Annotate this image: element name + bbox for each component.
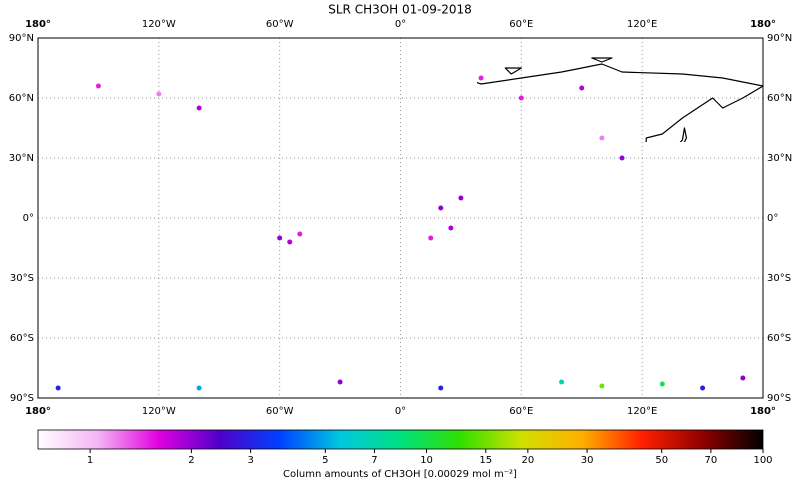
colorbar-tick-label: 20 <box>521 455 534 466</box>
lon-tick-label: 120°E <box>627 19 657 30</box>
data-point <box>287 239 293 245</box>
data-point <box>599 383 605 389</box>
islands <box>388 102 759 310</box>
lat-tick-label: 0° <box>767 213 778 224</box>
eurasia <box>382 64 763 216</box>
lat-tick-label: 30°N <box>767 153 792 164</box>
lon-tick-label: 120°W <box>142 406 176 417</box>
colorbar-tick-label: 50 <box>655 455 668 466</box>
colorbar-tick-label: 70 <box>705 455 718 466</box>
lon-tick-label: 180° <box>25 19 51 30</box>
data-point <box>559 379 565 385</box>
lat-tick-label: 90°S <box>767 393 791 404</box>
data-point <box>700 385 706 391</box>
data-point <box>619 155 625 161</box>
data-point <box>740 375 746 381</box>
colorbar-tick-label: 15 <box>479 455 492 466</box>
data-point <box>438 385 444 391</box>
lat-tick-label: 60°S <box>10 333 34 344</box>
lon-tick-label: 0° <box>395 406 406 417</box>
data-point <box>196 385 202 391</box>
antarctica <box>38 344 763 376</box>
colorbar-tick-label: 10 <box>420 455 433 466</box>
africa <box>366 144 503 288</box>
data-point <box>156 91 162 97</box>
map-title: SLR CH3OH 01-09-2018 <box>328 3 472 17</box>
lon-tick-label: 180° <box>25 406 51 417</box>
north-america <box>68 74 279 202</box>
colorbar <box>37 429 764 450</box>
lat-tick-label: 60°N <box>767 93 792 104</box>
lon-tick-label: 60°W <box>266 19 294 30</box>
colorbar-tick-label: 2 <box>188 455 194 466</box>
south-america <box>237 198 330 328</box>
lon-tick-label: 120°E <box>627 406 657 417</box>
lon-tick-label: 180° <box>750 406 776 417</box>
colorbar-tick-label: 7 <box>371 455 377 466</box>
data-point <box>518 95 524 101</box>
data-point <box>599 135 605 141</box>
data-point <box>659 381 665 387</box>
lat-tick-label: 30°S <box>10 273 34 284</box>
data-point <box>428 235 434 241</box>
data-point <box>448 225 454 231</box>
lon-tick-label: 60°W <box>266 406 294 417</box>
arctic-islands <box>159 58 612 74</box>
lat-tick-label: 90°N <box>9 33 34 44</box>
colorbar-tick-label: 1 <box>87 455 93 466</box>
lat-tick-label: 60°S <box>767 333 791 344</box>
colorbar-tick-label: 3 <box>247 455 253 466</box>
greenland <box>255 52 360 98</box>
data-point <box>478 75 484 81</box>
colorbar-tick-label: 30 <box>581 455 594 466</box>
data-point <box>337 379 343 385</box>
lat-tick-label: 30°S <box>767 273 791 284</box>
data-point <box>438 205 444 211</box>
data-point <box>196 105 202 111</box>
lat-tick-label: 60°N <box>9 93 34 104</box>
data-point <box>579 85 585 91</box>
colorbar-tick-label: 100 <box>753 455 772 466</box>
lat-tick-label: 0° <box>23 213 34 224</box>
data-point <box>55 385 61 391</box>
lat-tick-label: 90°S <box>10 393 34 404</box>
lon-tick-label: 180° <box>750 19 776 30</box>
colorbar-tick-label: 5 <box>322 455 328 466</box>
data-point <box>277 235 283 241</box>
data-point <box>95 83 101 89</box>
lon-tick-label: 120°W <box>142 19 176 30</box>
colorbar-label: Column amounts of CH3OH [0.00029 mol m⁻²… <box>283 469 517 480</box>
lon-tick-label: 60°E <box>509 19 533 30</box>
lat-tick-label: 90°N <box>767 33 792 44</box>
points <box>55 75 746 391</box>
data-point <box>297 231 303 237</box>
grid <box>37 37 764 399</box>
coastlines <box>38 52 763 376</box>
lon-tick-label: 0° <box>395 19 406 30</box>
data-point <box>458 195 464 201</box>
lon-tick-label: 60°E <box>509 406 533 417</box>
lat-tick-label: 30°N <box>9 153 34 164</box>
map-frame <box>37 37 764 399</box>
